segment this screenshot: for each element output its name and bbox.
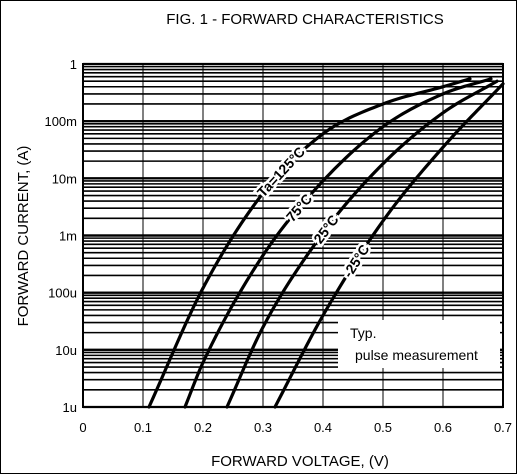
chart-title: FIG. 1 - FORWARD CHARACTERISTICS bbox=[166, 11, 444, 28]
y-tick-labels: 1u 10u 100u 1m 10m 100m 1 bbox=[44, 57, 77, 415]
y-tick-label: 10m bbox=[52, 171, 77, 186]
plot-border bbox=[82, 63, 504, 408]
x-tick-label: 0.7 bbox=[494, 420, 512, 435]
y-tick-label: 1 bbox=[70, 57, 77, 72]
x-tick-label: 0.6 bbox=[434, 420, 452, 435]
annotation-typ: Typ. bbox=[350, 325, 376, 341]
curve-2 bbox=[225, 79, 499, 409]
curves bbox=[147, 77, 505, 409]
annotation-box bbox=[338, 320, 500, 368]
x-tick-label: 0.4 bbox=[314, 420, 332, 435]
x-axis-label: FORWARD VOLTAGE, (V) bbox=[211, 453, 389, 470]
curve-3 bbox=[273, 82, 505, 409]
curve-1 bbox=[183, 77, 493, 409]
y-tick-label: 10u bbox=[55, 343, 77, 358]
x-tick-labels: 0 0.1 0.2 0.3 0.4 0.5 0.6 0.7 bbox=[79, 420, 512, 435]
x-tick-label: 0 bbox=[79, 420, 86, 435]
x-tick-label: 0.5 bbox=[374, 420, 392, 435]
y-tick-label: 100m bbox=[44, 114, 77, 129]
y-tick-label: 100u bbox=[48, 286, 77, 301]
curve-0 bbox=[147, 77, 472, 409]
y-axis-label: FORWARD CURRENT, (A) bbox=[15, 146, 32, 327]
annotation-pulse: pulse measurement bbox=[355, 347, 478, 363]
x-tick-label: 0.1 bbox=[134, 420, 152, 435]
curve-labels: Ta=125°C75°C25°C-25°C bbox=[251, 141, 375, 283]
curve-label-3: -25°C bbox=[340, 241, 373, 280]
y-tick-label: 1m bbox=[59, 229, 77, 244]
x-tick-label: 0.3 bbox=[254, 420, 272, 435]
x-tick-label: 0.2 bbox=[194, 420, 212, 435]
y-tick-label: 1u bbox=[63, 400, 77, 415]
